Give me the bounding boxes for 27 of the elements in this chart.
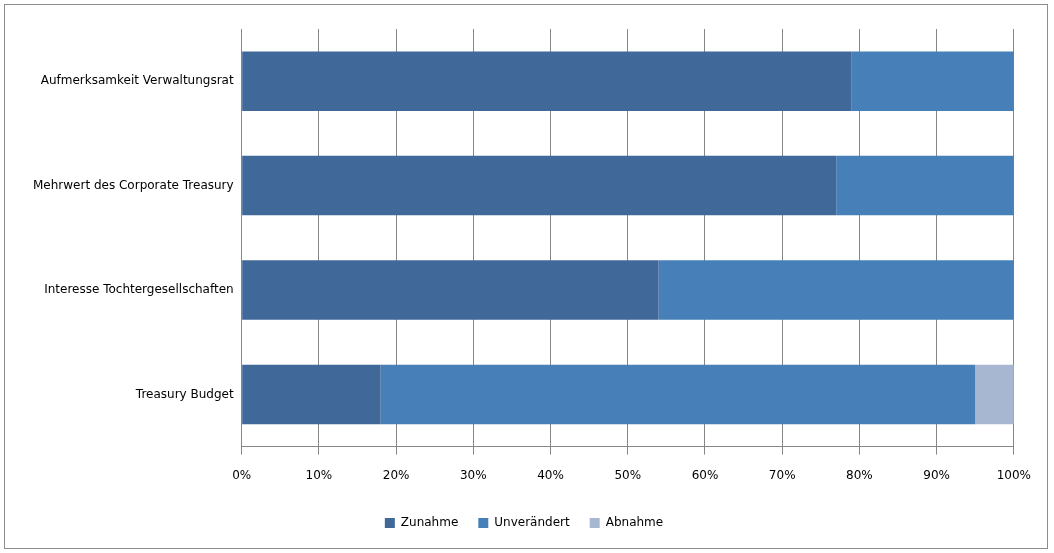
bar bbox=[380, 364, 976, 425]
y-tick-label: Aufmerksamkeit Verwaltungsrat bbox=[40, 73, 234, 88]
x-tick-label: 10% bbox=[305, 467, 333, 482]
bar bbox=[836, 155, 1014, 216]
y-tick-label: Mehrwert des Corporate Treasury bbox=[32, 177, 234, 192]
bar bbox=[851, 51, 1014, 111]
x-tick-label: 90% bbox=[923, 467, 950, 482]
x-tick-label: 20% bbox=[382, 467, 410, 482]
bar bbox=[242, 260, 659, 320]
x-tick-label: 60% bbox=[691, 467, 719, 482]
bar bbox=[242, 155, 837, 216]
x-tick-label: 100% bbox=[996, 467, 1031, 482]
x-tick-label: 30% bbox=[459, 467, 487, 482]
x-tick-label: 80% bbox=[846, 467, 873, 482]
y-tick-label: Interesse Tochtergesellschaften bbox=[44, 282, 234, 297]
x-tick-label: 50% bbox=[614, 467, 642, 482]
bar bbox=[975, 364, 1014, 425]
legend-label: Unverändert bbox=[494, 515, 570, 530]
x-tick-label: 70% bbox=[768, 467, 796, 482]
bar bbox=[242, 364, 381, 425]
bar bbox=[242, 51, 852, 111]
x-tick-label: 40% bbox=[537, 467, 564, 482]
y-tick-label: Treasury Budget bbox=[134, 386, 234, 401]
x-tick-label: 0% bbox=[232, 467, 252, 482]
legend-label: Zunahme bbox=[400, 515, 459, 530]
legend-label: Abnahme bbox=[605, 515, 664, 530]
bar bbox=[658, 260, 1014, 320]
